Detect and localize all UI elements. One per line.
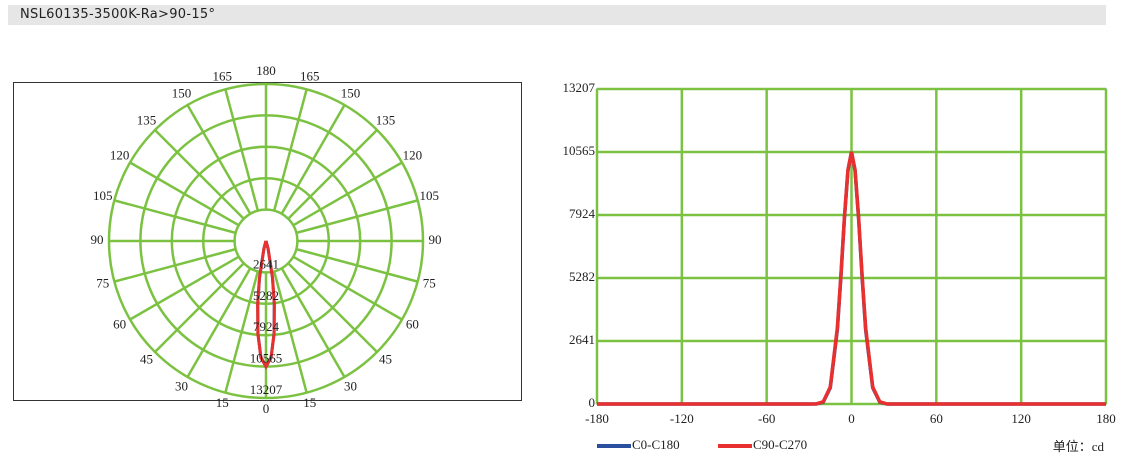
polar-spoke — [296, 247, 418, 283]
angle-label: 60 — [113, 316, 126, 331]
header-title: NSL60135-3500K-Ra>90-15° — [20, 7, 216, 22]
polar-spoke — [114, 247, 236, 283]
angle-label: 15 — [216, 395, 229, 410]
angle-label: 45 — [140, 351, 153, 366]
y-tick-label: 13207 — [563, 80, 596, 95]
angle-label: 165 — [300, 69, 320, 84]
angle-label: 75 — [423, 276, 436, 291]
angle-label: 60 — [406, 316, 419, 331]
legend-label: C0-C180 — [632, 437, 680, 452]
polar-spoke — [114, 199, 236, 235]
polar-spoke — [272, 89, 308, 211]
angle-label: 0 — [263, 401, 270, 416]
angle-label: 30 — [344, 378, 357, 393]
x-tick-label: -60 — [758, 411, 775, 426]
polar-spoke — [287, 262, 378, 353]
polar-spoke — [292, 161, 403, 227]
polar-spoke — [154, 129, 245, 220]
angle-label: 105 — [419, 188, 439, 203]
y-tick-label: 5282 — [569, 269, 595, 284]
polar-spoke — [280, 267, 346, 378]
polar-spoke — [292, 255, 403, 321]
angle-label: 15 — [303, 395, 316, 410]
polar-spoke — [296, 199, 418, 235]
x-tick-label: 180 — [1096, 411, 1116, 426]
unit-label: 单位：cd — [1053, 439, 1105, 454]
polar-spoke — [280, 104, 346, 215]
angle-label: 120 — [403, 147, 423, 162]
angle-label: 150 — [341, 86, 361, 101]
polar-spoke — [129, 161, 240, 227]
angle-label: 45 — [379, 351, 392, 366]
angle-label: 120 — [110, 147, 130, 162]
angle-label: 150 — [172, 86, 192, 101]
polar-curve — [256, 240, 276, 370]
ring-label: 13207 — [250, 382, 283, 397]
polar-spoke — [186, 267, 252, 378]
angle-label: 105 — [93, 188, 113, 203]
angle-label: 90 — [429, 232, 442, 247]
y-tick-label: 2641 — [569, 332, 595, 347]
x-tick-label: 0 — [848, 411, 855, 426]
angle-label: 135 — [376, 112, 396, 127]
x-tick-label: 60 — [930, 411, 943, 426]
polar-spoke — [272, 271, 308, 393]
y-tick-label: 0 — [589, 395, 596, 410]
polar-spoke — [154, 262, 245, 353]
ring-label: 10565 — [250, 351, 283, 366]
y-tick-label: 10565 — [563, 143, 596, 158]
x-tick-label: -120 — [670, 411, 694, 426]
polar-spoke — [224, 89, 260, 211]
ring-label: 5282 — [253, 288, 279, 303]
polar-spoke — [129, 255, 240, 321]
header-bar: NSL60135-3500K-Ra>90-15° — [8, 5, 1106, 25]
x-tick-label: 120 — [1011, 411, 1031, 426]
polar-spoke — [287, 129, 378, 220]
angle-label: 75 — [96, 276, 109, 291]
angle-label: 165 — [213, 69, 233, 84]
polar-spoke — [224, 271, 260, 393]
ring-label: 7924 — [253, 319, 280, 334]
polar-frame — [13, 82, 522, 401]
x-tick-label: -180 — [585, 411, 609, 426]
angle-label: 180 — [256, 63, 276, 78]
y-tick-label: 7924 — [569, 206, 596, 221]
angle-label: 135 — [137, 112, 157, 127]
ring-label: 2641 — [253, 256, 279, 271]
series-line — [597, 151, 1106, 406]
angle-label: 90 — [91, 232, 104, 247]
polar-spoke — [186, 104, 252, 215]
angle-label: 30 — [175, 378, 188, 393]
legend-label: C90-C270 — [753, 437, 807, 452]
